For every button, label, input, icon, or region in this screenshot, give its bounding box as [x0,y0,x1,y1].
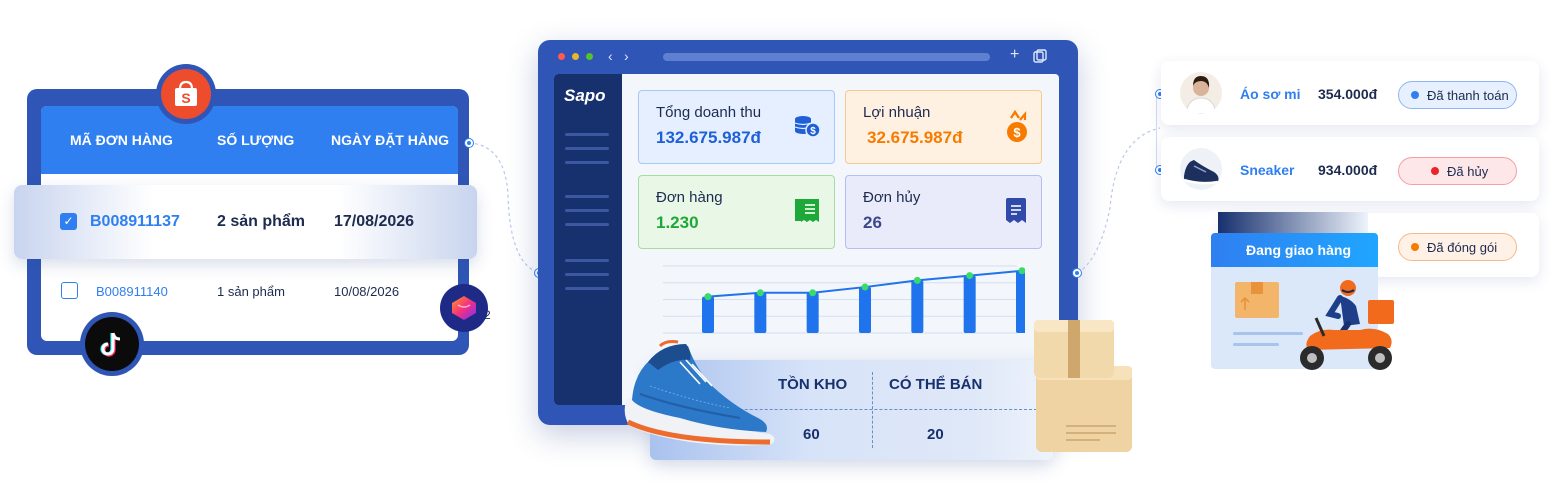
chart-bar[interactable] [963,275,976,333]
status-label: Đã đóng gói [1427,239,1498,255]
money-bag-icon: $ [1007,110,1027,142]
sidebar-item[interactable] [565,133,609,136]
order-table-header [41,106,458,174]
status-label: Đã hủy [1447,163,1489,179]
address-bar[interactable] [663,53,990,61]
profit-value: 32.675.987đ [867,128,963,147]
sapo-logo: Sapo [564,86,606,105]
revenue-value: 132.675.987đ [656,128,761,147]
sidebar-item[interactable] [565,287,609,290]
placeholder-line [1233,343,1279,346]
connector-right [1077,127,1161,274]
order-date: 17/08/2026 [334,213,415,230]
stock-header-available: CÓ THỂ BÁN [889,376,983,393]
connector-line [1156,94,1157,170]
connector-left [468,142,541,274]
order-code[interactable]: B008911140 [96,284,168,299]
product-name[interactable]: Sneaker [1240,162,1295,178]
sidebar-item[interactable] [565,223,609,226]
delivery-header [1211,233,1378,267]
chart-bar[interactable] [911,280,924,333]
document-icon [1006,198,1026,223]
product-price: 354.000đ [1318,86,1378,102]
chart-point[interactable] [1018,267,1026,275]
sidebar [554,74,622,405]
orders-label: Đơn hàng [656,189,723,206]
cancelled-value: 26 [863,213,882,232]
status-label: Đã thanh toán [1427,87,1509,103]
chart-bar[interactable] [754,292,767,333]
sidebar-item[interactable] [565,147,609,150]
svg-text:$: $ [810,126,816,137]
chart-bar[interactable] [702,296,714,333]
tiktok-icon [80,312,144,376]
stock-header-inventory: TỒN KHO [778,376,848,393]
shopee-icon: S [156,64,216,124]
connector-dot [1073,269,1081,277]
stock-value-inventory: 60 [803,426,820,443]
order-date: 10/08/2026 [334,284,400,299]
orders-value: 1.230 [656,213,699,232]
status-badge-paid: Đã thanh toán [1398,81,1517,109]
parcel-icon [1235,282,1279,318]
close-dot[interactable] [558,53,565,60]
chart-bar[interactable] [1016,270,1025,333]
order-quantity: 1 sản phẩm [217,284,285,299]
order-quantity: 2 sản phẩm [217,213,306,230]
column-quantity: SỐ LƯỢNG [217,132,295,148]
chart-point[interactable] [756,289,764,297]
delivery-scooter-image [1300,280,1394,370]
product-name[interactable]: Áo sơ mi [1240,86,1301,102]
delivery-label: Đang giao hàng [1246,242,1351,258]
column-order-date: NGÀY ĐẶT HÀNG [331,132,449,148]
chart-point[interactable] [966,272,974,280]
stock-divider [650,409,1042,410]
maximize-dot[interactable] [586,53,593,60]
package-boxes-image [1034,320,1132,452]
chart-point[interactable] [861,283,869,291]
chart-bar[interactable] [859,287,871,333]
svg-text:$: $ [1013,125,1021,140]
forward-icon[interactable]: › [624,48,629,64]
profit-label: Lợi nhuận [863,104,931,121]
chart-point[interactable] [704,293,712,301]
placeholder-line [1233,332,1303,335]
status-badge-cancelled: Đã hủy [1398,157,1517,185]
avatar [1180,148,1222,190]
revenue-label: Tổng doanh thu [656,104,762,121]
sales-chart [663,265,1026,334]
stock-divider [872,372,873,448]
card-accent [1218,212,1368,234]
table-row-selected[interactable] [14,185,477,259]
product-price: 934.000đ [1318,162,1378,178]
sneaker-image [624,340,775,446]
sidebar-item[interactable] [565,161,609,164]
coins-icon: $ [794,116,821,138]
new-tab-icon[interactable]: + [1010,46,1020,63]
status-badge-packed: Đã đóng gói [1398,233,1517,261]
row-checkbox[interactable] [61,282,78,299]
sidebar-item[interactable] [565,195,609,198]
sidebar-item[interactable] [565,209,609,212]
chart-bar[interactable] [806,292,819,333]
row-checkbox-checked[interactable]: ✓ [60,213,77,230]
stock-value-available: 20 [927,426,944,443]
sidebar-item[interactable] [565,259,609,262]
minimize-dot[interactable] [572,53,579,60]
back-icon[interactable]: ‹ [608,48,613,64]
receipt-icon [795,199,819,222]
copy-icon[interactable] [1033,49,1047,63]
chart-point[interactable] [809,289,817,297]
sidebar-item[interactable] [565,273,609,276]
column-order-code: MÃ ĐƠN HÀNG [70,132,173,148]
order-code[interactable]: B008911137 [90,213,180,230]
avatar [1180,72,1222,114]
overflow-count: 2 [484,308,491,322]
connector-dot [465,139,473,147]
svg-text:S: S [181,90,190,106]
lazada-icon [440,284,488,332]
chart-point[interactable] [913,276,921,284]
cancelled-label: Đơn hủy [863,189,921,206]
